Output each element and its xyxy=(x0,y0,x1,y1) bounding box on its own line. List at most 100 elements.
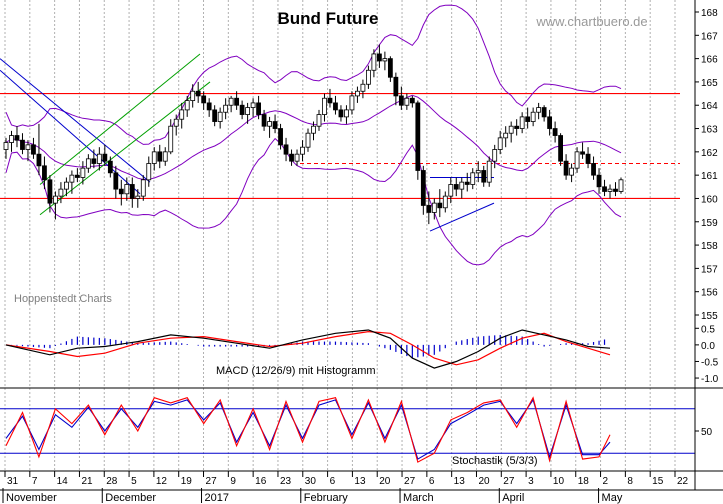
candle-down xyxy=(107,160,113,174)
candle-up xyxy=(311,125,316,134)
x-tick-label: 18 xyxy=(578,476,590,487)
candle-down xyxy=(234,97,240,106)
stochastic-k-line xyxy=(5,396,611,463)
candle-down xyxy=(591,163,596,176)
stochastic-panel xyxy=(0,396,695,463)
candle-up xyxy=(503,132,509,139)
candle-up xyxy=(344,109,349,118)
candle-down xyxy=(464,181,470,185)
macd-panel xyxy=(5,329,611,369)
candle-up xyxy=(305,132,311,148)
x-tick-label: 20 xyxy=(379,476,391,487)
candle-up xyxy=(404,97,410,106)
month-label: 2017 xyxy=(205,492,229,504)
macd-label: MACD (12/26/9) mit Histogramm xyxy=(216,365,376,377)
candle-up xyxy=(316,114,322,127)
candle-down xyxy=(437,202,443,209)
y-tick-label: 158 xyxy=(701,241,718,252)
candle-up xyxy=(3,142,9,150)
candle-down xyxy=(547,116,553,129)
candle-up xyxy=(607,188,613,192)
candle-down xyxy=(602,186,607,192)
candle-down xyxy=(261,114,267,127)
candle-up xyxy=(217,111,223,122)
candle-up xyxy=(9,135,14,143)
bollinger-lower-band xyxy=(5,137,622,266)
y-tick-label: 161 xyxy=(701,171,718,182)
candle-up xyxy=(162,151,168,162)
month-label: December xyxy=(105,492,156,504)
candle-up xyxy=(267,121,272,127)
candle-up xyxy=(25,144,31,150)
candle-up xyxy=(536,107,542,113)
candle-up xyxy=(431,202,437,213)
candle-up xyxy=(300,146,305,155)
y-tick-label: 155 xyxy=(701,311,718,322)
candle-up xyxy=(355,90,360,97)
macd-tick-label: -1.0 xyxy=(701,374,719,385)
candle-down xyxy=(47,179,53,204)
candle-up xyxy=(371,53,377,71)
candle-down xyxy=(613,188,618,192)
candle-up xyxy=(448,184,454,197)
candle-down xyxy=(278,128,283,146)
candle-down xyxy=(327,97,333,104)
candle-down xyxy=(272,121,278,129)
x-tick-label: 19 xyxy=(181,476,193,487)
stoch-tick-label: 50 xyxy=(701,427,713,438)
candle-up xyxy=(96,153,102,164)
candle-down xyxy=(585,153,591,164)
candle-down xyxy=(201,95,207,104)
candle-up xyxy=(486,160,492,183)
y-tick-label: 164 xyxy=(701,101,718,112)
x-tick-label: 9 xyxy=(230,476,236,487)
candle-down xyxy=(525,116,531,122)
candle-down xyxy=(91,158,97,164)
candle-down xyxy=(596,174,602,188)
y-tick-label: 157 xyxy=(701,264,718,275)
vertical-gridlines xyxy=(4,0,676,471)
candle-down xyxy=(14,135,20,141)
candle-up xyxy=(184,100,190,111)
candle-up xyxy=(85,158,91,169)
candle-up xyxy=(349,95,355,111)
y-tick-label: 168 xyxy=(701,8,718,19)
candle-up xyxy=(53,195,58,204)
candle-up xyxy=(190,90,196,101)
candle-down xyxy=(409,97,415,104)
wedge-line xyxy=(429,202,495,232)
candle-down xyxy=(426,205,432,213)
x-tick-label: 6 xyxy=(429,476,435,487)
watermark-text: www.chartbuero.de xyxy=(535,14,647,29)
candle-down xyxy=(514,125,520,129)
candle-up xyxy=(69,174,75,183)
month-label: April xyxy=(502,492,524,504)
downtrend-line xyxy=(0,58,151,183)
candle-down xyxy=(552,128,558,136)
candle-down xyxy=(206,102,212,111)
stochastic-label: Stochastik (5/3/3) xyxy=(452,455,538,467)
candle-down xyxy=(541,107,547,118)
x-tick-label: 13 xyxy=(354,476,366,487)
candle-up xyxy=(618,179,624,192)
bollinger-upper-band xyxy=(5,4,622,145)
candle-up xyxy=(228,97,234,106)
candle-up xyxy=(574,151,580,169)
candle-up xyxy=(151,151,157,164)
candle-down xyxy=(453,184,459,190)
month-label: February xyxy=(304,492,349,504)
candle-down xyxy=(113,172,119,190)
macd-tick-label: -0.5 xyxy=(701,357,719,368)
candle-up xyxy=(179,109,185,120)
x-tick-label: 5 xyxy=(131,476,137,487)
x-tick-label: 13 xyxy=(454,476,466,487)
x-tick-label: 12 xyxy=(156,476,168,487)
x-tick-label: 6 xyxy=(330,476,336,487)
candle-down xyxy=(415,102,421,171)
y-tick-label: 167 xyxy=(701,31,718,42)
candle-up xyxy=(459,181,465,190)
candle-up xyxy=(146,163,152,181)
candle-up xyxy=(475,170,481,174)
month-label: March xyxy=(403,492,434,504)
y-tick-label: 160 xyxy=(701,194,718,205)
